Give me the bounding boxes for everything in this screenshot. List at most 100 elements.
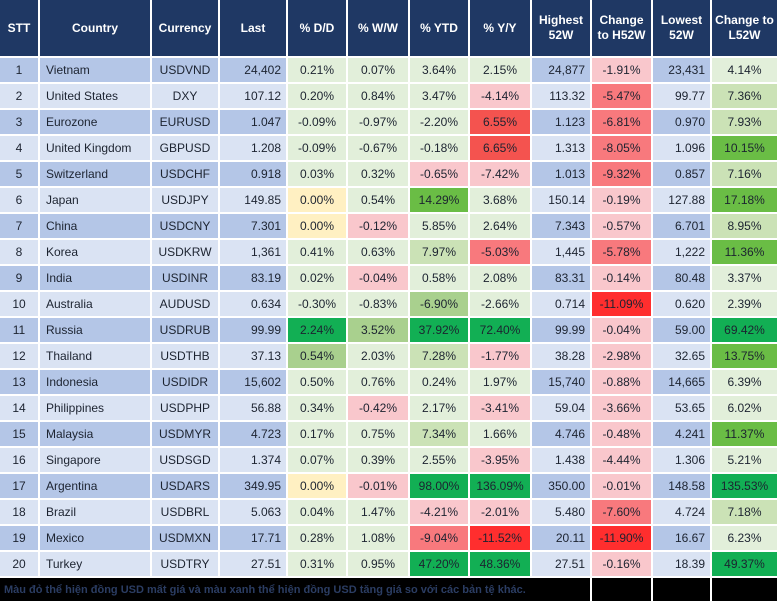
cell-country: United States <box>40 84 152 110</box>
cell-country: Malaysia <box>40 422 152 448</box>
cell-country: Turkey <box>40 552 152 578</box>
cell-pct-dd: 0.04% <box>288 500 348 526</box>
cell-last: 149.85 <box>220 188 288 214</box>
cell-pct-ww: 0.39% <box>348 448 410 474</box>
cell-last: 0.634 <box>220 292 288 318</box>
cell-highest-52w: 350.00 <box>532 474 592 500</box>
cell-last: 7.301 <box>220 214 288 240</box>
cell-currency: DXY <box>152 84 220 110</box>
cell-change-to-l52w: 49.37% <box>712 552 777 578</box>
cell-lowest-52w: 53.65 <box>653 396 712 422</box>
cell-pct-ytd: 5.85% <box>410 214 470 240</box>
cell-pct-ytd: 2.17% <box>410 396 470 422</box>
cell-stt: 3 <box>0 110 40 136</box>
cell-change-to-l52w: 10.15% <box>712 136 777 162</box>
cell-lowest-52w: 80.48 <box>653 266 712 292</box>
cell-pct-ww: 0.54% <box>348 188 410 214</box>
cell-change-to-h52w: -0.01% <box>592 474 653 500</box>
cell-country: China <box>40 214 152 240</box>
cell-pct-yy: -4.14% <box>470 84 532 110</box>
cell-pct-ww: 0.75% <box>348 422 410 448</box>
cell-stt: 5 <box>0 162 40 188</box>
cell-last: 24,402 <box>220 58 288 84</box>
cell-lowest-52w: 127.88 <box>653 188 712 214</box>
cell-change-to-h52w: -11.90% <box>592 526 653 552</box>
cell-pct-yy: 72.40% <box>470 318 532 344</box>
cell-change-to-h52w: -7.60% <box>592 500 653 526</box>
cell-currency: USDPHP <box>152 396 220 422</box>
cell-highest-52w: 83.31 <box>532 266 592 292</box>
cell-pct-dd: 0.07% <box>288 448 348 474</box>
cell-pct-ww: 0.63% <box>348 240 410 266</box>
cell-lowest-52w: 14,665 <box>653 370 712 396</box>
cell-pct-ytd: 0.58% <box>410 266 470 292</box>
cell-pct-yy: 48.36% <box>470 552 532 578</box>
column-header-change-to-l52w: Change to L52W <box>712 0 777 58</box>
cell-pct-ytd: 47.20% <box>410 552 470 578</box>
cell-pct-yy: 2.64% <box>470 214 532 240</box>
cell-pct-yy: 3.68% <box>470 188 532 214</box>
cell-pct-ww: 1.08% <box>348 526 410 552</box>
cell-pct-dd: 0.31% <box>288 552 348 578</box>
cell-country: Eurozone <box>40 110 152 136</box>
cell-last: 0.918 <box>220 162 288 188</box>
cell-currency: USDBRL <box>152 500 220 526</box>
cell-pct-ww: -0.67% <box>348 136 410 162</box>
cell-stt: 16 <box>0 448 40 474</box>
cell-country: Brazil <box>40 500 152 526</box>
cell-pct-dd: 0.54% <box>288 344 348 370</box>
cell-highest-52w: 27.51 <box>532 552 592 578</box>
footer-empty-cell-1 <box>592 578 653 602</box>
cell-change-to-l52w: 3.37% <box>712 266 777 292</box>
cell-currency: USDJPY <box>152 188 220 214</box>
column-header-currency: Currency <box>152 0 220 58</box>
cell-change-to-l52w: 7.18% <box>712 500 777 526</box>
cell-change-to-h52w: -0.19% <box>592 188 653 214</box>
cell-change-to-h52w: -0.16% <box>592 552 653 578</box>
cell-pct-ww: 3.52% <box>348 318 410 344</box>
cell-highest-52w: 1.438 <box>532 448 592 474</box>
cell-change-to-h52w: -0.88% <box>592 370 653 396</box>
cell-last: 1,361 <box>220 240 288 266</box>
cell-lowest-52w: 148.58 <box>653 474 712 500</box>
cell-pct-ytd: -4.21% <box>410 500 470 526</box>
cell-pct-ww: 0.84% <box>348 84 410 110</box>
cell-pct-yy: 6.65% <box>470 136 532 162</box>
cell-country: Australia <box>40 292 152 318</box>
cell-pct-dd: 0.03% <box>288 162 348 188</box>
cell-change-to-l52w: 2.39% <box>712 292 777 318</box>
cell-country: United Kingdom <box>40 136 152 162</box>
cell-country: Korea <box>40 240 152 266</box>
cell-pct-ytd: -0.65% <box>410 162 470 188</box>
cell-change-to-h52w: -9.32% <box>592 162 653 188</box>
cell-country: Thailand <box>40 344 152 370</box>
column-header-pct-ww: % W/W <box>348 0 410 58</box>
cell-currency: USDSGD <box>152 448 220 474</box>
cell-lowest-52w: 1,222 <box>653 240 712 266</box>
cell-change-to-l52w: 4.14% <box>712 58 777 84</box>
cell-stt: 6 <box>0 188 40 214</box>
cell-pct-yy: 2.15% <box>470 58 532 84</box>
cell-pct-ytd: 7.97% <box>410 240 470 266</box>
cell-pct-yy: -11.52% <box>470 526 532 552</box>
cell-country: Vietnam <box>40 58 152 84</box>
cell-pct-ytd: 7.28% <box>410 344 470 370</box>
cell-pct-ww: -0.04% <box>348 266 410 292</box>
footer-note-cell: Màu đỏ thể hiện đồng USD mất giá và màu … <box>0 578 592 602</box>
cell-change-to-l52w: 11.37% <box>712 422 777 448</box>
cell-stt: 20 <box>0 552 40 578</box>
cell-lowest-52w: 16.67 <box>653 526 712 552</box>
cell-pct-yy: 6.55% <box>470 110 532 136</box>
cell-change-to-h52w: -0.04% <box>592 318 653 344</box>
cell-highest-52w: 15,740 <box>532 370 592 396</box>
cell-pct-ww: 0.95% <box>348 552 410 578</box>
cell-last: 1.374 <box>220 448 288 474</box>
cell-pct-ww: 2.03% <box>348 344 410 370</box>
cell-change-to-l52w: 7.16% <box>712 162 777 188</box>
cell-stt: 2 <box>0 84 40 110</box>
cell-stt: 17 <box>0 474 40 500</box>
column-header-lowest-52w: Lowest 52W <box>653 0 712 58</box>
cell-lowest-52w: 4.241 <box>653 422 712 448</box>
cell-pct-ytd: 7.34% <box>410 422 470 448</box>
